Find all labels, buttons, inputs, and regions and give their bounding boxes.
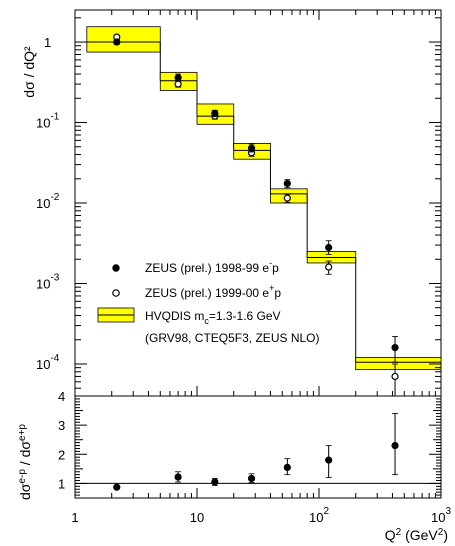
ratio-data-point — [113, 483, 121, 491]
eminus-data-point — [174, 74, 182, 82]
ratio-data-point — [247, 474, 256, 483]
legend: ZEUS (prel.) 1998-99 e-p ZEUS (prel.) 199… — [97, 258, 320, 345]
main-y-axis-label: dσ / dQ² — [21, 46, 37, 98]
eplus-data-point — [391, 372, 399, 381]
legend-label: ZEUS (prel.) 1998-99 e-p — [145, 258, 279, 275]
y-tick-label: 2 — [58, 447, 65, 462]
y-tick-label: 4 — [58, 389, 65, 404]
ratio-data-point — [174, 473, 182, 481]
ratio-plot-frame — [74, 395, 442, 499]
theory-band-bin — [86, 26, 161, 53]
ratio-data-point — [283, 463, 291, 471]
main-data-points — [113, 33, 399, 397]
ratio-y-tick-labels: 1 2 3 4 — [58, 389, 65, 491]
eminus-data-point — [211, 109, 219, 117]
ratio-axis-ticks — [74, 395, 441, 498]
legend-label: (GRV98, CTEQ5F3, ZEUS NLO) — [145, 331, 320, 345]
eplus-data-point — [325, 263, 333, 271]
y-tick-label: 3 — [58, 418, 65, 433]
eminus-data-point — [325, 243, 333, 252]
x-tick-label: 10 — [190, 510, 204, 525]
x-axis-label: Q2 (GeV2) — [385, 527, 448, 544]
y-tick-label: 10-3 — [36, 272, 60, 291]
legend-label: ZEUS (prel.) 1999-00 e+p — [145, 283, 281, 300]
eminus-data-point — [247, 144, 256, 152]
ratio-data-point — [211, 478, 219, 486]
eplus-data-point — [174, 80, 182, 88]
x-tick-labels: 1 10 102 103 — [71, 506, 451, 525]
x-tick-label: 103 — [431, 506, 451, 525]
x-tick-label: 1 — [71, 510, 78, 525]
eminus-data-point — [391, 343, 399, 352]
y-tick-label: 10-4 — [36, 353, 60, 372]
eplus-data-point — [283, 194, 291, 202]
y-tick-label: 1 — [44, 35, 51, 50]
legend-marker-filled — [112, 264, 120, 272]
eminus-data-point — [283, 179, 291, 188]
ratio-data-point — [391, 441, 399, 450]
main-axis-ticks — [74, 10, 441, 397]
y-tick-label: 10-1 — [36, 112, 60, 131]
legend-label: HVQDIS mc=1.3-1.6 GeV — [145, 309, 281, 326]
theory-band-bin — [355, 357, 442, 371]
y-tick-label: 1 — [58, 476, 65, 491]
x-tick-label: 102 — [309, 506, 329, 525]
ratio-y-axis-label: dσe-p / dσe+p — [17, 424, 34, 500]
main-y-tick-labels: 1 10-1 10-2 10-3 10-4 — [36, 35, 60, 372]
ratio-data-points — [113, 413, 399, 491]
y-tick-label: 10-2 — [36, 192, 60, 211]
ratio-data-point — [325, 456, 333, 464]
eminus-data-point — [113, 38, 121, 46]
legend-marker-open — [112, 289, 120, 297]
